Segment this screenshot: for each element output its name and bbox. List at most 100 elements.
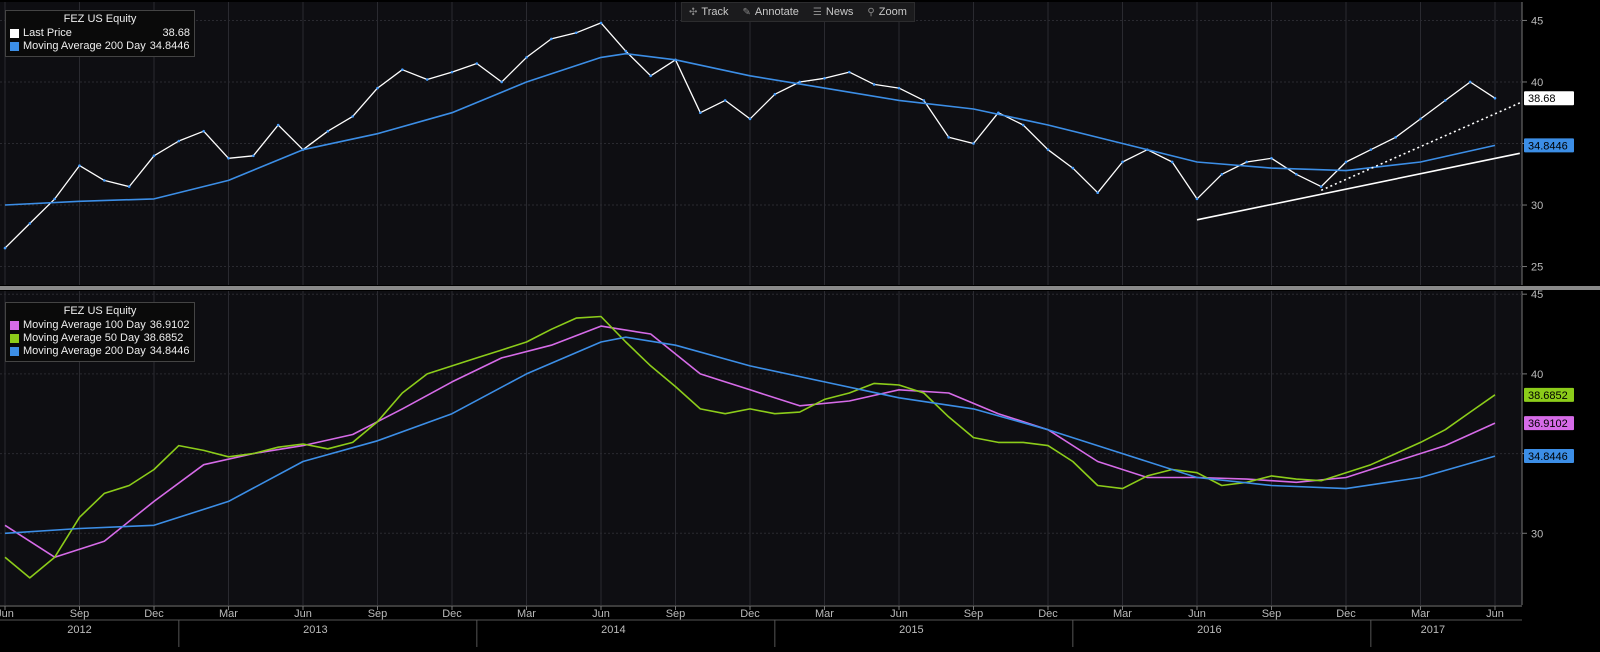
top-price-point [1468, 80, 1472, 84]
legend-name-ma100: Moving Average 100 Day [23, 319, 146, 331]
top-price-point [3, 246, 7, 250]
top-price-point [1295, 172, 1298, 176]
zoom-button[interactable]: ⚲ Zoom [860, 3, 913, 21]
top-price-point [972, 142, 975, 145]
news-button[interactable]: ☰ News [806, 3, 860, 21]
top-price-point [1419, 117, 1422, 121]
top-price-point [252, 154, 255, 158]
bottom-y-tick-label: 45 [1531, 289, 1543, 301]
bottom-last-label-box [1524, 449, 1574, 464]
legend-swatch-last-price [10, 29, 19, 38]
year-label: 2016 [1197, 624, 1221, 636]
bottom-last-label-text: 34.8446 [1528, 451, 1568, 463]
pencil-icon: ✎ [742, 6, 751, 18]
top-last-label-text: 38.68 [1528, 93, 1556, 105]
top-price-point [1071, 166, 1075, 170]
top-price-point [1270, 156, 1273, 160]
zoom-label: Zoom [878, 6, 907, 18]
bottom-legend-title: FEZ US Equity [63, 305, 137, 317]
x-tick-label: Jun [592, 608, 610, 620]
bottom-last-label-box [1524, 416, 1574, 431]
top-price-point [1121, 160, 1124, 164]
x-tick-label: Mar [1411, 608, 1430, 620]
top-series-dotted-trend-line [1320, 102, 1521, 192]
x-tick-label: Mar [1113, 608, 1132, 620]
legend-value-ma50: 38.6852 [143, 332, 184, 344]
x-tick-label: Jun [890, 608, 908, 620]
top-price-point [947, 136, 950, 139]
x-tick-label: Mar [815, 608, 834, 620]
legend-name-last-price: Last Price [23, 27, 72, 39]
legend-row-last-price: Last Price 38.68 [10, 27, 190, 40]
top-legend-title: FEZ US Equity [63, 13, 137, 25]
top-price-point [1369, 148, 1373, 151]
x-tick-label: Mar [517, 608, 536, 620]
top-price-point [202, 129, 205, 133]
legend-name-ma200-top: Moving Average 200 Day [23, 40, 146, 52]
x-tick-label: Dec [740, 608, 760, 620]
top-price-point [450, 70, 454, 74]
news-icon: ☰ [812, 6, 822, 18]
bottom-last-label-text: 38.6852 [1528, 390, 1568, 402]
x-tick-label: Dec [1336, 608, 1356, 620]
top-price-point [699, 111, 702, 115]
top-price-point [78, 164, 81, 167]
legend-value-ma100: 36.9102 [149, 319, 190, 331]
top-price-point [227, 156, 230, 160]
top-y-tick-label: 45 [1531, 15, 1543, 27]
year-label: 2013 [303, 624, 327, 636]
top-price-point [177, 139, 181, 143]
top-price-point [1444, 99, 1447, 102]
x-tick-label: Jun [1188, 608, 1206, 620]
top-price-point [500, 80, 503, 84]
top-price-point [425, 78, 429, 81]
top-price-point [1021, 123, 1025, 127]
x-tick-label: Dec [144, 608, 164, 620]
top-price-point [1344, 160, 1348, 164]
legend-value-ma200-bottom: 34.8446 [149, 345, 190, 357]
top-y-tick-label: 30 [1531, 200, 1543, 212]
bottom-plot-area [0, 291, 1522, 605]
top-price-point [127, 185, 131, 188]
top-price-point [599, 21, 603, 25]
top-price-point [748, 117, 752, 121]
top-price-point [1096, 191, 1099, 195]
legend-swatch-ma200-bottom [10, 347, 19, 356]
top-price-point [1220, 172, 1224, 176]
crosshair-icon: ✣ [689, 6, 698, 18]
legend-name-ma50: Moving Average 50 Day [23, 332, 140, 344]
track-button[interactable]: ✣ Track [682, 3, 735, 21]
top-price-point [897, 86, 901, 90]
top-y-tick-label: 40 [1531, 77, 1543, 89]
top-y-tick-label: 25 [1531, 262, 1543, 274]
top-price-point [823, 76, 826, 80]
annotate-button[interactable]: ✎ Annotate [735, 3, 805, 21]
top-price-point [798, 80, 801, 84]
magnifier-icon: ⚲ [867, 6, 875, 18]
top-last-label-box [1524, 138, 1574, 153]
legend-swatch-ma200-top [10, 42, 19, 51]
top-price-point [103, 179, 106, 182]
x-tick-label: Sep [666, 608, 686, 620]
x-tick-label: Sep [368, 608, 388, 620]
bottom-legend[interactable]: FEZ US Equity Moving Average 100 Day 36.… [5, 302, 195, 362]
top-series-support-trend-line [1196, 152, 1520, 221]
top-price-point [376, 86, 379, 90]
top-price-point [1170, 160, 1174, 164]
top-price-point [351, 115, 354, 118]
top-price-point [28, 222, 32, 225]
x-tick-label: Jun [0, 608, 14, 620]
top-price-point [1046, 148, 1050, 151]
legend-name-ma200-bottom: Moving Average 200 Day [23, 345, 146, 357]
legend-row-ma100: Moving Average 100 Day 36.9102 [10, 319, 190, 332]
top-price-point [326, 129, 330, 133]
top-legend[interactable]: FEZ US Equity Last Price 38.68 Moving Av… [5, 10, 195, 57]
top-price-point [1195, 197, 1199, 201]
bottom-y-tick-label: 30 [1531, 528, 1543, 540]
legend-row-ma200-bottom: Moving Average 200 Day 34.8446 [10, 345, 190, 358]
bottom-series-moving-average-200-day [4, 336, 1496, 535]
year-label: 2014 [601, 624, 625, 636]
top-price-point [872, 83, 876, 86]
legend-swatch-ma100 [10, 321, 19, 330]
